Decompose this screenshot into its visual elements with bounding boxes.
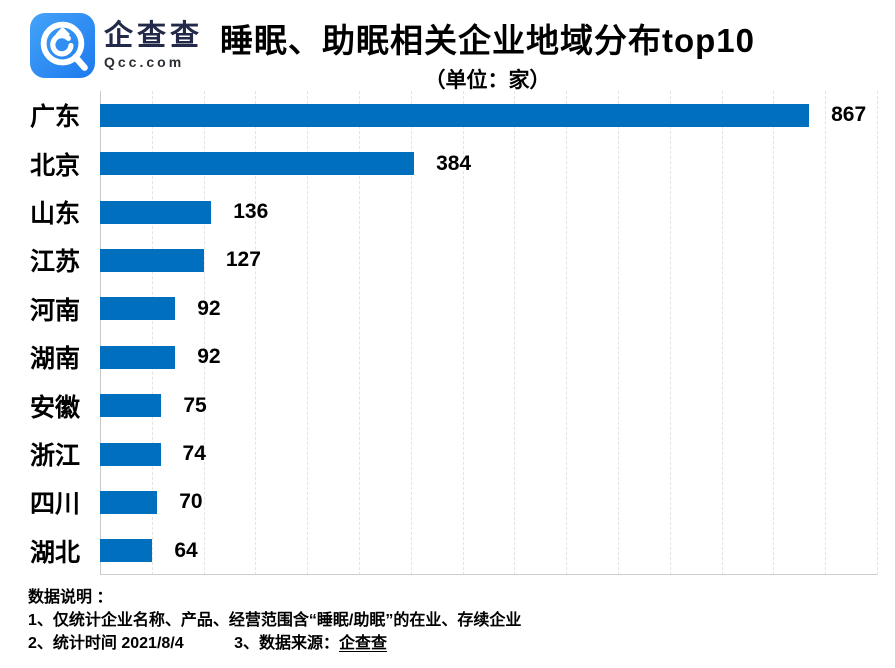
notes-heading: 数据说明 ：	[28, 589, 113, 606]
bar	[100, 248, 204, 272]
bar-track: 136	[100, 200, 877, 224]
gridline	[877, 91, 878, 575]
value-label: 136	[233, 200, 269, 224]
value-label: 127	[225, 248, 261, 272]
bar-track: 127	[100, 248, 877, 272]
value-label: 75	[183, 393, 207, 417]
category-label: 湖南	[30, 345, 81, 374]
bar	[100, 297, 176, 321]
bar	[100, 442, 161, 466]
bar-row: 江苏 127	[0, 236, 895, 284]
x-axis-baseline	[100, 574, 877, 575]
y-axis-line	[100, 91, 101, 575]
value-label: 74	[182, 442, 206, 466]
gridline	[462, 91, 464, 575]
bar-row: 北京 384	[0, 139, 895, 187]
bar-row: 广东 867	[0, 91, 895, 139]
bar-track: 92	[100, 345, 877, 369]
bar-rows: 广东 867 北京 384 山东 136 江苏 127 河南	[0, 91, 895, 575]
bar-row: 河南 92	[0, 285, 895, 333]
gridline	[307, 91, 309, 575]
gridline	[514, 91, 516, 575]
note-1: 1、仅统计企业名称、产品、经营范围含“睡眠/助眠”的在业、存续企业	[28, 612, 522, 629]
gridline	[825, 91, 827, 575]
category-label: 河南	[30, 296, 81, 325]
bar	[100, 490, 158, 514]
note-2: 2、统计时间 2021/8/4	[28, 635, 184, 652]
bar-track: 70	[100, 490, 877, 514]
bar-track: 92	[100, 297, 877, 321]
bar	[100, 103, 810, 127]
gridline	[410, 91, 412, 575]
gridline	[358, 91, 360, 575]
bar-track: 384	[100, 152, 877, 176]
category-label: 安徽	[30, 393, 81, 422]
bar-row: 山东 136	[0, 188, 895, 236]
category-label: 江苏	[30, 248, 81, 277]
gridline	[721, 91, 723, 575]
category-label: 山东	[30, 200, 81, 229]
bar-row: 四川 70	[0, 478, 895, 526]
value-label: 92	[197, 296, 221, 320]
gridline	[255, 91, 257, 575]
gridlines	[100, 91, 878, 575]
value-label: 92	[197, 345, 221, 369]
bar-track: 74	[100, 442, 877, 466]
bar-row: 湖南 92	[0, 333, 895, 381]
category-label: 广东	[30, 103, 81, 132]
category-label: 湖北	[30, 538, 81, 567]
gridline	[151, 91, 153, 575]
gridline	[617, 91, 619, 575]
bar-track: 867	[100, 103, 877, 127]
value-label: 70	[179, 490, 203, 514]
category-label: 浙江	[30, 442, 81, 471]
bar-row: 浙江 74	[0, 430, 895, 478]
category-label: 四川	[30, 490, 81, 519]
note-3-prefix: 3、数据来源：	[234, 635, 339, 652]
note-3-source: 企查查	[339, 635, 388, 652]
title-block: 睡眠、助眠相关企业地域分布top10 （单位：家）	[80, 22, 895, 94]
value-label: 867	[831, 103, 867, 127]
bar-row: 湖北 64	[0, 527, 895, 575]
qcc-logo: 企查查 Qcc.com	[30, 13, 203, 78]
chart-title: 睡眠、助眠相关企业地域分布top10	[219, 22, 755, 59]
gridline	[773, 91, 775, 575]
gridline	[669, 91, 671, 575]
brand-name-cn: 企查查	[104, 19, 204, 52]
note-row-2: 2、统计时间 2021/8/4 3、数据来源：企查查	[28, 632, 521, 655]
bar	[100, 539, 153, 563]
category-label: 北京	[30, 151, 81, 180]
gridline	[566, 91, 568, 575]
bar	[100, 200, 212, 224]
bar	[100, 345, 176, 369]
gridline	[203, 91, 205, 575]
data-notes: 数据说明 ： 1、仅统计企业名称、产品、经营范围含“睡眠/助眠”的在业、存续企业…	[28, 586, 521, 655]
bar	[100, 394, 162, 418]
bar-chart: 广东 867 北京 384 山东 136 江苏 127 河南	[0, 91, 895, 575]
brand-text: 企查查 Qcc.com	[104, 19, 204, 71]
unit-label: （单位：家）	[424, 68, 551, 92]
bar	[100, 152, 415, 176]
bar-track: 64	[100, 539, 877, 563]
bar-row: 安徽 75	[0, 381, 895, 429]
bar-track: 75	[100, 394, 877, 418]
qcc-logo-icon	[30, 13, 95, 78]
value-label: 384	[436, 151, 472, 175]
brand-name-en: Qcc.com	[104, 54, 185, 71]
value-label: 64	[174, 538, 198, 562]
